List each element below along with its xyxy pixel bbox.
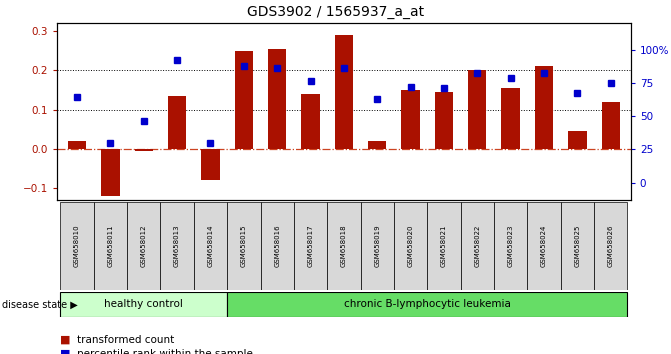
Bar <box>68 141 86 149</box>
Text: GSM658022: GSM658022 <box>474 225 480 267</box>
Bar <box>335 35 353 149</box>
Bar <box>460 202 494 290</box>
Text: GSM658010: GSM658010 <box>74 225 80 267</box>
Bar <box>168 96 187 149</box>
Bar <box>227 292 627 317</box>
Text: chronic B-lymphocytic leukemia: chronic B-lymphocytic leukemia <box>344 299 511 309</box>
Text: transformed count: transformed count <box>77 335 174 345</box>
Bar <box>260 202 294 290</box>
Text: GSM658016: GSM658016 <box>274 225 280 267</box>
Bar <box>527 202 561 290</box>
Bar <box>101 149 119 196</box>
Text: GSM658021: GSM658021 <box>441 225 447 267</box>
Bar <box>368 141 386 149</box>
Bar <box>127 202 160 290</box>
Bar <box>561 202 594 290</box>
Bar <box>468 70 486 149</box>
Bar <box>94 202 127 290</box>
Bar <box>535 66 553 149</box>
Text: ■: ■ <box>60 335 71 345</box>
Text: GSM658023: GSM658023 <box>508 225 514 267</box>
Bar <box>227 202 260 290</box>
Bar <box>160 202 194 290</box>
Text: healthy control: healthy control <box>104 299 183 309</box>
Text: GSM658011: GSM658011 <box>107 225 113 267</box>
Bar <box>501 88 520 149</box>
Text: GSM658015: GSM658015 <box>241 225 247 267</box>
Text: GSM658012: GSM658012 <box>141 225 147 267</box>
Bar <box>301 94 319 149</box>
Bar <box>401 90 420 149</box>
Bar <box>602 102 620 149</box>
Text: GSM658024: GSM658024 <box>541 225 547 267</box>
Bar <box>201 149 219 180</box>
Bar <box>435 92 453 149</box>
Bar <box>494 202 527 290</box>
Text: disease state ▶: disease state ▶ <box>2 299 78 309</box>
Bar <box>60 292 227 317</box>
Bar <box>360 202 394 290</box>
Text: GSM658017: GSM658017 <box>307 225 313 267</box>
Bar <box>268 48 287 149</box>
Text: GDS3902 / 1565937_a_at: GDS3902 / 1565937_a_at <box>247 5 424 19</box>
Bar <box>194 202 227 290</box>
Text: GSM658019: GSM658019 <box>374 225 380 267</box>
Text: GSM658014: GSM658014 <box>207 225 213 267</box>
Bar <box>60 202 94 290</box>
Text: ■: ■ <box>60 349 71 354</box>
Bar <box>235 51 253 149</box>
Text: GSM658026: GSM658026 <box>608 225 614 267</box>
Bar <box>594 202 627 290</box>
Bar <box>394 202 427 290</box>
Text: GSM658018: GSM658018 <box>341 225 347 267</box>
Bar <box>294 202 327 290</box>
Bar <box>568 131 586 149</box>
Bar <box>327 202 360 290</box>
Bar <box>427 202 460 290</box>
Text: percentile rank within the sample: percentile rank within the sample <box>77 349 253 354</box>
Text: GSM658013: GSM658013 <box>174 225 180 267</box>
Text: GSM658020: GSM658020 <box>407 225 413 267</box>
Text: GSM658025: GSM658025 <box>574 225 580 267</box>
Bar <box>135 149 153 151</box>
